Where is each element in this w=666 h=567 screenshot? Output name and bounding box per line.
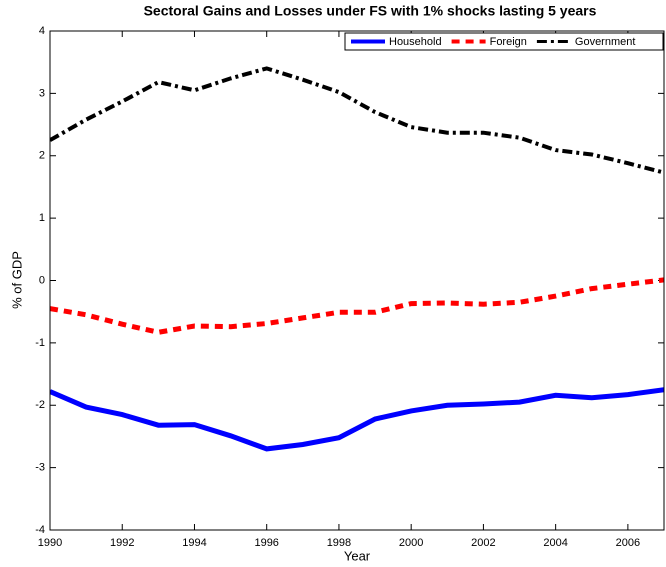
y-tick-label: 2 bbox=[39, 150, 45, 162]
y-tick-label: 1 bbox=[39, 212, 45, 224]
legend-label: Household bbox=[389, 36, 442, 48]
x-tick-label: 1992 bbox=[110, 537, 134, 549]
y-tick-label: -4 bbox=[35, 524, 45, 536]
y-tick-label: 0 bbox=[39, 274, 45, 286]
series-line bbox=[50, 66, 664, 175]
legend-label: Government bbox=[575, 36, 636, 48]
y-tick-label: -1 bbox=[35, 337, 45, 349]
y-tick-label: 4 bbox=[39, 25, 45, 37]
series-line bbox=[50, 277, 664, 335]
legend-box bbox=[344, 32, 664, 51]
x-tick-label: 1990 bbox=[38, 537, 62, 549]
series-line bbox=[50, 387, 664, 452]
legend: Household Foreign Government bbox=[344, 32, 664, 51]
chart-title: Sectoral Gains and Losses under FS with … bbox=[144, 3, 597, 19]
x-axis-label: Year bbox=[344, 548, 371, 563]
y-tick-label: -2 bbox=[35, 399, 45, 411]
x-tick-label: 1994 bbox=[182, 537, 206, 549]
plot-frame bbox=[49, 30, 665, 531]
y-axis-label: % of GDP bbox=[9, 251, 24, 309]
y-tick-label: 3 bbox=[39, 87, 45, 99]
y-tick-label: -3 bbox=[35, 462, 45, 474]
x-tick-label: 2004 bbox=[543, 537, 567, 549]
x-tick-label: 1996 bbox=[254, 537, 278, 549]
x-tick-label: 2006 bbox=[616, 537, 640, 549]
x-tick-label: 2002 bbox=[471, 537, 495, 549]
legend-label: Foreign bbox=[490, 36, 527, 48]
x-tick-label: 2000 bbox=[399, 537, 423, 549]
x-tick-label: 1998 bbox=[327, 537, 351, 549]
